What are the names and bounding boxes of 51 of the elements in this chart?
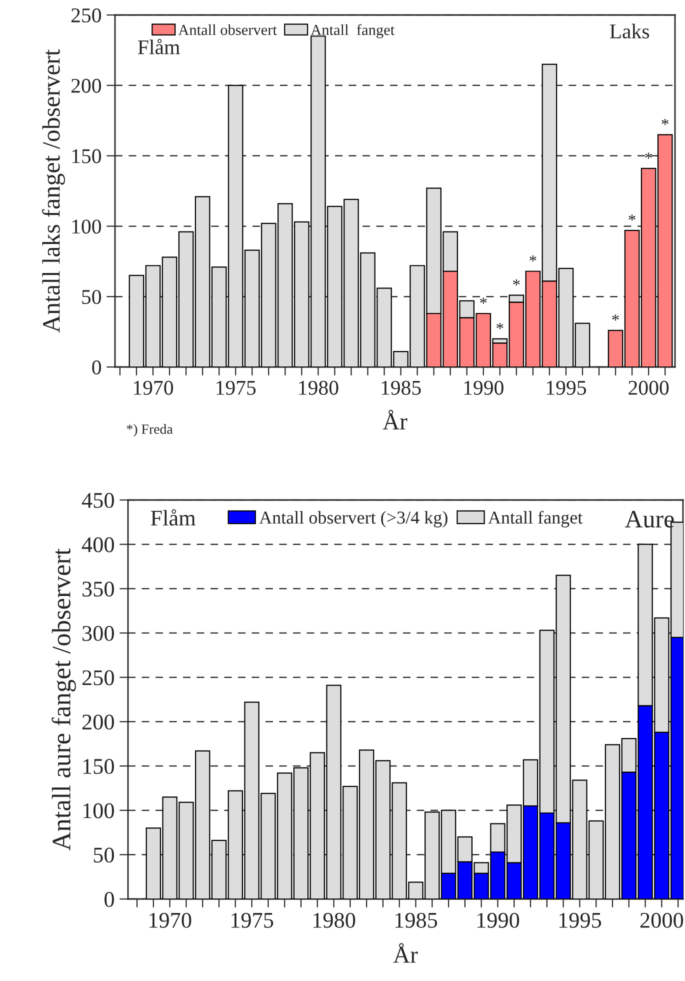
y-tick-label: 100: [83, 803, 114, 818]
y-tick-label: 150: [72, 149, 102, 164]
text: *) Freda: [126, 424, 173, 437]
x-tick-label: 1995: [559, 912, 602, 928]
x-tick-label: 1970: [150, 912, 192, 928]
x-tick-label: 1980: [299, 380, 338, 395]
annotation: *: [496, 322, 504, 330]
y-tick-label: 250: [82, 670, 114, 686]
y-tick-label: 200: [82, 714, 114, 730]
y-tick-label: 400: [82, 537, 114, 552]
annotation: Flåm: [150, 509, 196, 526]
x-tick-label: 1985: [382, 380, 421, 395]
y-tick-label: 0: [104, 892, 114, 907]
annotation: *: [662, 118, 668, 125]
y-tick-label: 50: [94, 848, 114, 863]
y-tick-label: 450: [82, 492, 114, 508]
y-axis-title: Antall laks fanget /observert: [42, 49, 65, 333]
x-tick-label: 2000: [640, 912, 684, 928]
y-tick-label: 200: [71, 78, 102, 93]
y-tick-label: 50: [82, 290, 102, 304]
annotation: *: [530, 255, 536, 262]
y-tick-label: 300: [82, 626, 114, 641]
x-tick-label: 1985: [395, 912, 438, 928]
annotation: Flåm: [138, 39, 180, 54]
legend-label: Antall fanget: [488, 510, 583, 528]
annotation: *: [645, 152, 652, 159]
y-tick-label: 0: [92, 360, 102, 374]
annotation: Laks: [610, 24, 650, 38]
y-tick-label: 150: [83, 758, 114, 774]
annotation: *: [480, 298, 487, 304]
x-axis-title: År: [382, 410, 408, 430]
x-tick-label: 2000: [628, 380, 669, 395]
annotation: *: [513, 279, 520, 286]
legend-label: Antall fanget: [310, 24, 395, 38]
x-tick-label: 1995: [546, 380, 586, 395]
x-tick-label: 1990: [477, 912, 520, 928]
y-tick-label: 100: [72, 220, 102, 234]
legend-label: Antall observert: [178, 24, 277, 36]
x-tick-label: 1975: [216, 380, 256, 395]
y-axis-title: Antall aure fanget /observert: [52, 548, 76, 851]
y-tick-label: 350: [82, 582, 114, 597]
annotation: *: [628, 214, 636, 221]
legend-label: Antall observert (>3/4 kg): [259, 511, 448, 528]
y-tick-label: 250: [71, 8, 102, 22]
annotation: *: [612, 314, 619, 321]
x-tick-label: 1975: [232, 912, 274, 928]
x-tick-label: 1970: [134, 380, 174, 395]
x-tick-label: 1980: [314, 912, 356, 928]
x-axis-title: År: [393, 943, 418, 963]
annotation: Aure: [624, 510, 674, 528]
x-tick-label: 1990: [464, 380, 504, 395]
